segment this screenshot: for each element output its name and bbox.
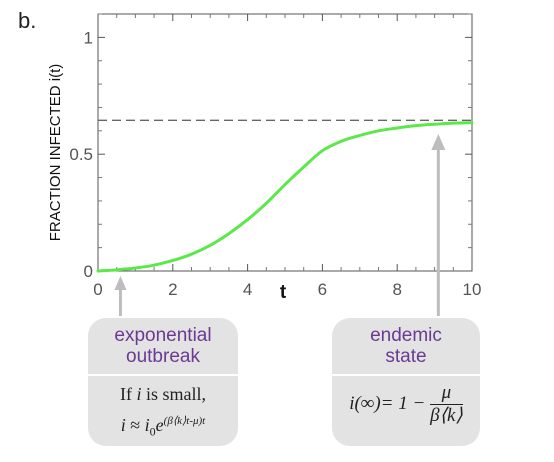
- exponential-arrow-head: [114, 276, 127, 290]
- ticks: 0 2 4 6 8 10 0 0.5 1: [69, 13, 482, 299]
- exponential-outbreak-heading: exponential outbreak: [88, 318, 238, 374]
- endemic-heading-line-2: state: [385, 346, 427, 367]
- x-tick-label: 6: [318, 280, 327, 299]
- axes: [97, 13, 473, 272]
- x-tick-label: 8: [392, 280, 401, 299]
- y-tick-label: 1: [84, 28, 93, 47]
- endemic-fraction: μ β⟨k⟩: [430, 382, 463, 427]
- endemic-state-box: endemic state i(∞)= 1 − μ β⟨k⟩: [332, 318, 480, 446]
- y-tick-label: 0.5: [69, 145, 93, 164]
- endemic-state-heading: endemic state: [332, 318, 480, 374]
- endemic-arrow-head: [431, 134, 446, 150]
- fraction-numerator: μ: [430, 382, 463, 405]
- exponential-heading-line-2: outbreak: [126, 346, 200, 367]
- exponential-outbreak-body: If i is small, i ≈ i0e(β⟨k⟩t-μ)t: [88, 376, 238, 446]
- x-tick-label: 4: [243, 280, 252, 299]
- x-tick-label: 2: [168, 280, 177, 299]
- x-axis-label: t: [280, 282, 287, 303]
- endemic-heading-line-1: endemic: [370, 325, 442, 346]
- x-tick-label: 10: [463, 280, 482, 299]
- panel-label: b.: [18, 8, 37, 33]
- axis-labels: t FRACTION INFECTED i(t): [47, 64, 287, 303]
- condition-text: If i is small,: [119, 384, 207, 404]
- exponential-outbreak-box: exponential outbreak If i is small, i ≈ …: [88, 318, 238, 446]
- y-tick-label: 0: [84, 262, 93, 281]
- endemic-formula-lhs: i(∞)= 1 −: [349, 392, 426, 414]
- series: [96, 121, 474, 273]
- infection-curve: [96, 121, 474, 273]
- exponential-heading-line-1: exponential: [114, 325, 212, 346]
- annotation-arrows: [114, 134, 446, 316]
- fraction-denominator: β⟨k⟩: [430, 405, 463, 426]
- plot-frame: [97, 13, 473, 272]
- x-tick-label: 0: [93, 280, 102, 299]
- divider: [332, 374, 480, 376]
- y-axis-label: FRACTION INFECTED i(t): [47, 64, 64, 242]
- endemic-formula: i(∞)= 1 − μ β⟨k⟩: [332, 376, 480, 427]
- exponential-formula: i ≈ i0e(β⟨k⟩t-μ)t: [120, 415, 206, 439]
- divider: [88, 374, 238, 376]
